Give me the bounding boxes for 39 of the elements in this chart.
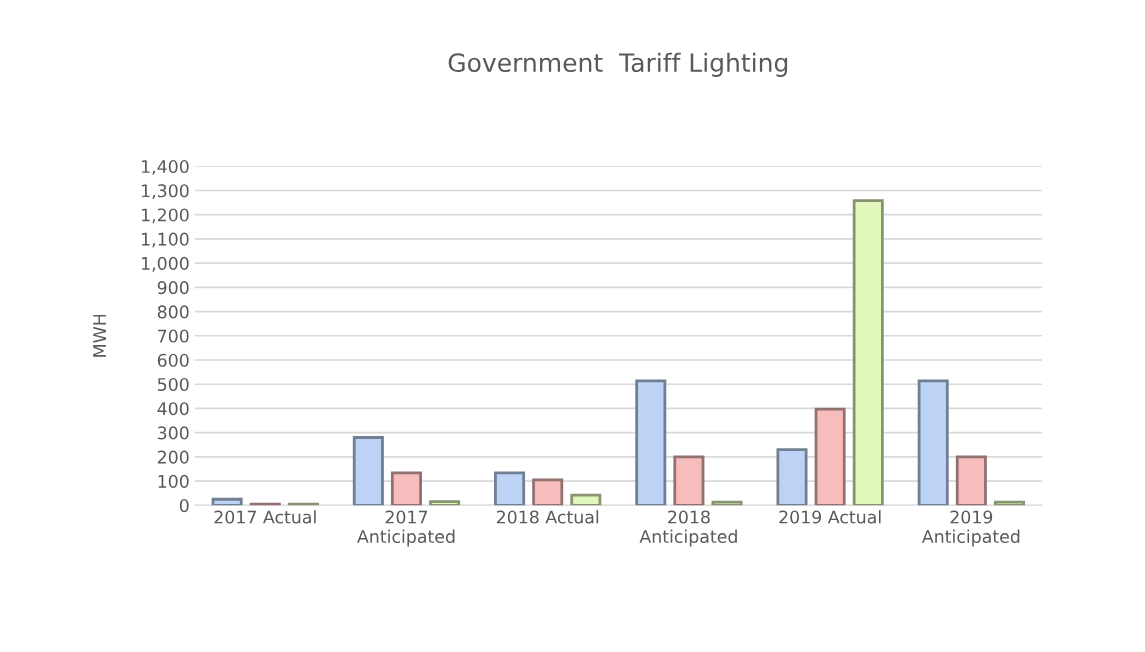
y-tick-label: 400: [157, 402, 189, 416]
bar: [711, 500, 743, 506]
chart-title: Government Tariff Lighting: [448, 52, 788, 77]
y-tick-label: 1,100: [141, 232, 189, 248]
y-tick-label: 700: [158, 329, 189, 343]
x-tick-label: 2019 Actual: [779, 510, 881, 524]
y-tick-label: 200: [157, 450, 189, 464]
y-axis-title: MWH: [93, 314, 106, 357]
x-tick-label: 2018 Actual: [496, 510, 599, 524]
y-tick-label: 500: [157, 377, 189, 392]
y-tick-label: 0: [179, 499, 189, 513]
bar: [570, 493, 602, 506]
bar: [814, 407, 846, 506]
bar: [673, 455, 705, 506]
bar: [955, 455, 987, 506]
bar: [776, 448, 808, 506]
bar: [429, 500, 461, 506]
x-tick-label: 2017 Actual: [214, 510, 316, 524]
y-tick-label: 300: [157, 426, 189, 440]
bar: [352, 436, 384, 506]
y-tick-label: 1,400: [141, 159, 189, 175]
bar: [532, 478, 564, 506]
y-tick-label: 1,000: [141, 256, 189, 272]
bar: [635, 379, 667, 506]
bar: [917, 379, 949, 506]
bar: [390, 471, 422, 506]
y-tick-label: 600: [157, 353, 189, 367]
y-tick-label: 100: [158, 474, 189, 488]
bar: [852, 199, 884, 506]
bar: [211, 497, 243, 506]
x-tick-label: 2017 Anticipated: [357, 510, 455, 547]
y-tick-label: 800: [157, 305, 189, 319]
bar: [993, 500, 1025, 506]
bar: [494, 471, 526, 506]
y-tick-label: 900: [157, 281, 189, 295]
y-tick-label: 1,300: [141, 184, 189, 200]
y-tick-label: 1,200: [141, 208, 189, 224]
x-tick-label: 2019 Anticipated: [921, 510, 1020, 547]
x-tick-label: 2018 Anticipated: [639, 510, 737, 547]
